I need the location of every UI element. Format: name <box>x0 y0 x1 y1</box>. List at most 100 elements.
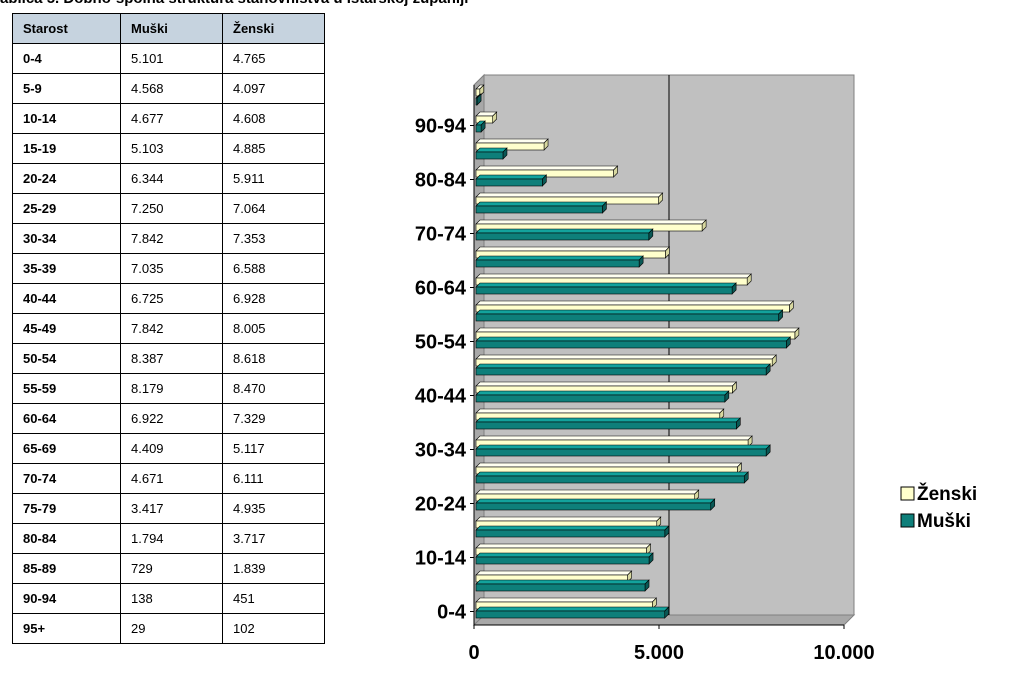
cell-muski: 7.250 <box>120 193 223 224</box>
header-starost: Starost <box>12 13 121 44</box>
y-tick-label: 50-54 <box>415 332 467 354</box>
cell-zenski: 8.618 <box>222 343 325 374</box>
bar <box>475 597 658 610</box>
cell-age: 65-69 <box>12 433 121 464</box>
table-caption: ablica 5. Dobno-spolna struktura stanovn… <box>0 0 1030 10</box>
cell-age: 90-94 <box>12 583 121 614</box>
legend-swatch <box>900 486 915 501</box>
cell-zenski: 4.097 <box>222 73 325 104</box>
cell-age: 30-34 <box>12 223 121 254</box>
bar <box>475 462 743 475</box>
cell-zenski: 7.064 <box>222 193 325 224</box>
legend-label: Ženski <box>917 483 977 505</box>
cell-zenski: 102 <box>222 613 325 644</box>
bar <box>475 309 784 322</box>
bar <box>475 246 671 259</box>
cell-age: 85-89 <box>12 553 121 584</box>
bar <box>475 552 654 565</box>
cell-zenski: 4.608 <box>222 103 325 134</box>
cell-zenski: 3.717 <box>222 523 325 554</box>
cell-muski: 6.922 <box>120 403 223 434</box>
bar <box>475 273 752 286</box>
x-tick-label: 0 <box>468 642 479 664</box>
cell-zenski: 5.117 <box>222 433 325 464</box>
bar <box>475 579 650 592</box>
cell-zenski: 6.588 <box>222 253 325 284</box>
bar <box>475 498 716 511</box>
cell-zenski: 7.353 <box>222 223 325 254</box>
bar <box>475 282 737 295</box>
x-tick-label: 10.000 <box>813 642 874 664</box>
cell-zenski: 8.005 <box>222 313 325 344</box>
bar <box>475 336 792 349</box>
bar <box>475 120 486 133</box>
bar <box>475 228 654 241</box>
table-row: 35-39 7.035 6.588 <box>12 253 325 284</box>
y-tick-label: 70-74 <box>415 224 467 246</box>
y-tick-label: 60-64 <box>415 278 467 300</box>
legend-swatch <box>900 513 915 528</box>
table-row: 65-69 4.409 5.117 <box>12 433 325 464</box>
cell-muski: 8.179 <box>120 373 223 404</box>
table-row: 50-54 8.387 8.618 <box>12 343 325 374</box>
cell-muski: 7.035 <box>120 253 223 284</box>
cell-zenski: 8.470 <box>222 373 325 404</box>
cell-age: 5-9 <box>12 73 121 104</box>
cell-age: 80-84 <box>12 523 121 554</box>
y-tick-label: 40-44 <box>415 386 467 408</box>
bar <box>475 138 549 151</box>
cell-muski: 4.671 <box>120 463 223 494</box>
bar <box>475 327 800 340</box>
age-sex-table: Starost Muški Ženski 0-4 5.101 4.765 5-9 4.5… <box>12 13 325 644</box>
bar <box>475 201 608 214</box>
bar <box>475 525 670 538</box>
bar <box>475 93 482 106</box>
cell-age: 50-54 <box>12 343 121 374</box>
cell-zenski: 4.935 <box>222 493 325 524</box>
table-row: 75-79 3.417 4.935 <box>12 493 325 524</box>
bar <box>475 390 730 403</box>
cell-muski: 138 <box>120 583 223 614</box>
bar <box>475 174 548 187</box>
bar <box>475 192 664 205</box>
cell-muski: 4.409 <box>120 433 223 464</box>
bar <box>475 255 644 268</box>
cell-age: 25-29 <box>12 193 121 224</box>
y-tick-label: 80-84 <box>415 170 467 192</box>
legend-label: Muški <box>917 511 971 532</box>
table-row: 45-49 7.842 8.005 <box>12 313 325 344</box>
table-row: 5-9 4.568 4.097 <box>12 73 325 104</box>
cell-muski: 29 <box>120 613 223 644</box>
cell-zenski: 4.885 <box>222 133 325 164</box>
cell-age: 75-79 <box>12 493 121 524</box>
y-tick-label: 90-94 <box>415 116 467 138</box>
table-row: 85-89 729 1.839 <box>12 553 325 584</box>
bar <box>475 444 771 457</box>
y-tick-label: 20-24 <box>415 494 467 516</box>
bar <box>475 165 619 178</box>
table-row: 95+ 29 102 <box>12 613 325 644</box>
cell-muski: 6.344 <box>120 163 223 194</box>
table-row: 20-24 6.344 5.911 <box>12 163 325 194</box>
y-tick-label: 30-34 <box>415 440 467 462</box>
bar <box>475 111 498 124</box>
cell-age: 95+ <box>12 613 121 644</box>
y-tick-label: 0-4 <box>437 602 467 624</box>
cell-age: 60-64 <box>12 403 121 434</box>
cell-zenski: 4.765 <box>222 43 325 74</box>
table-row: 0-4 5.101 4.765 <box>12 43 325 74</box>
header-muski: Muški <box>120 13 223 44</box>
cell-age: 40-44 <box>12 283 121 314</box>
table-row: 70-74 4.671 6.111 <box>12 463 325 494</box>
bar <box>475 417 742 430</box>
table-header-row: Starost Muški Ženski <box>12 13 325 44</box>
table-row: 40-44 6.725 6.928 <box>12 283 325 314</box>
cell-age: 0-4 <box>12 43 121 74</box>
bar <box>475 300 795 313</box>
cell-muski: 729 <box>120 553 223 584</box>
bar <box>475 381 738 394</box>
table-row: 90-94 138 451 <box>12 583 325 614</box>
y-tick-label: 10-14 <box>415 548 467 570</box>
bar <box>475 606 670 619</box>
